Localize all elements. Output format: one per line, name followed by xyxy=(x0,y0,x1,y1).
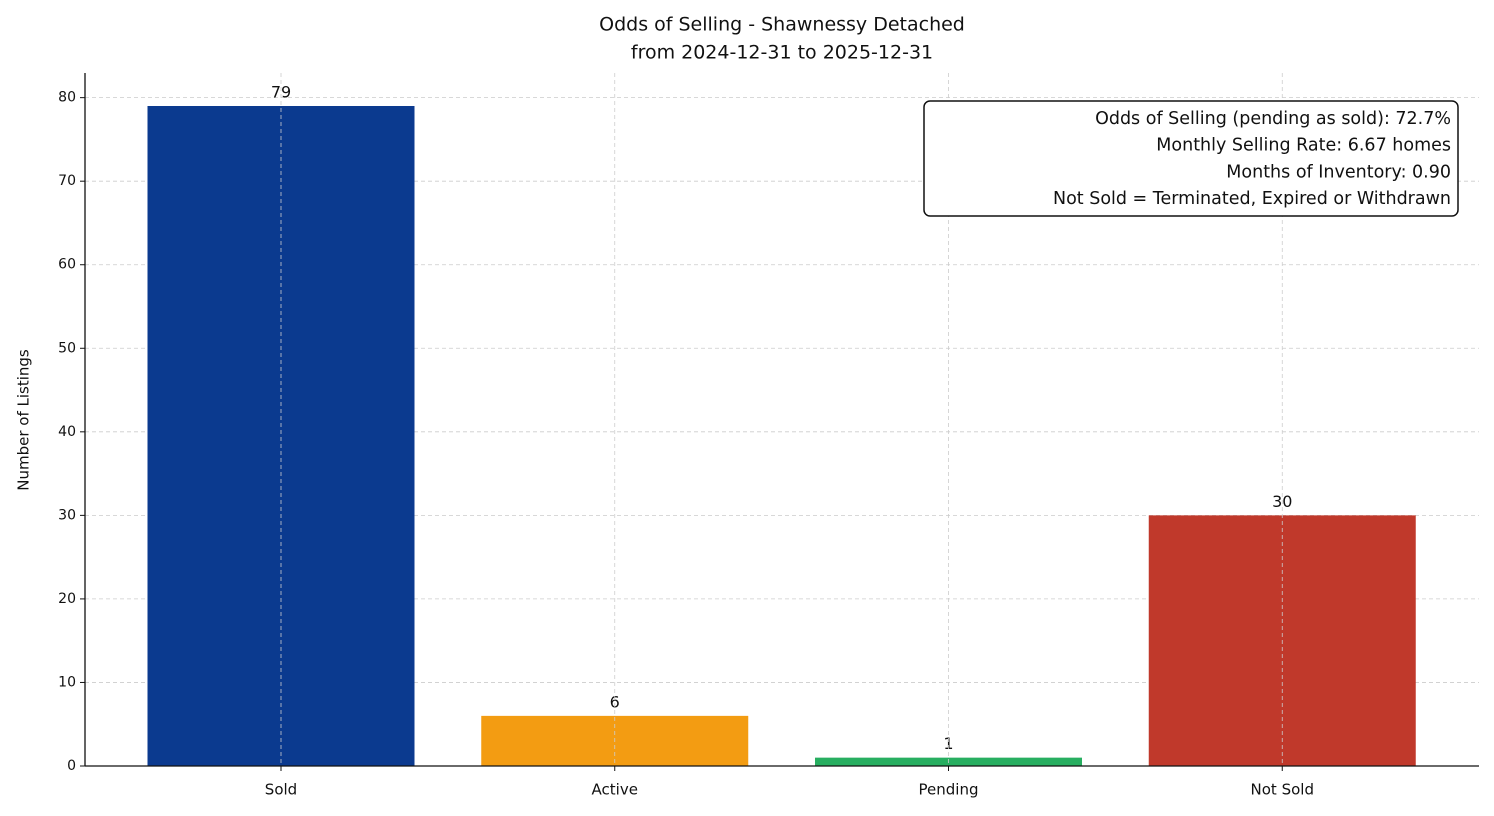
value-label: 1 xyxy=(943,734,953,753)
x-tick-label: Not Sold xyxy=(1251,781,1314,799)
y-tick-label: 60 xyxy=(58,257,76,273)
value-label: 79 xyxy=(271,83,291,102)
annotation-line: Months of Inventory: 0.90 xyxy=(1226,162,1451,182)
chart-title: Odds of Selling - Shawnessy Detached xyxy=(599,14,965,36)
annotation-line: Odds of Selling (pending as sold): 72.7% xyxy=(1095,109,1451,129)
annotation-line: Monthly Selling Rate: 6.67 homes xyxy=(1156,136,1451,156)
y-tick-label: 30 xyxy=(58,507,76,523)
y-tick-label: 0 xyxy=(67,758,76,774)
y-tick-label: 40 xyxy=(58,424,76,440)
chart-subtitle: from 2024-12-31 to 2025-12-31 xyxy=(631,42,933,64)
y-tick-label: 70 xyxy=(58,173,76,189)
y-axis-label: Number of Listings xyxy=(15,349,33,491)
annotation-box xyxy=(923,100,1459,217)
y-tick-label: 50 xyxy=(58,340,76,356)
x-tick-label: Active xyxy=(592,781,638,799)
value-label: 6 xyxy=(610,692,620,711)
x-tick-label: Sold xyxy=(265,781,297,799)
annotation-line: Not Sold = Terminated, Expired or Withdr… xyxy=(1053,189,1451,209)
y-tick-label: 80 xyxy=(58,90,76,106)
y-tick-label: 20 xyxy=(58,591,76,607)
x-tick-label: Pending xyxy=(919,781,979,799)
y-tick-label: 10 xyxy=(58,674,76,690)
bar xyxy=(147,106,415,766)
